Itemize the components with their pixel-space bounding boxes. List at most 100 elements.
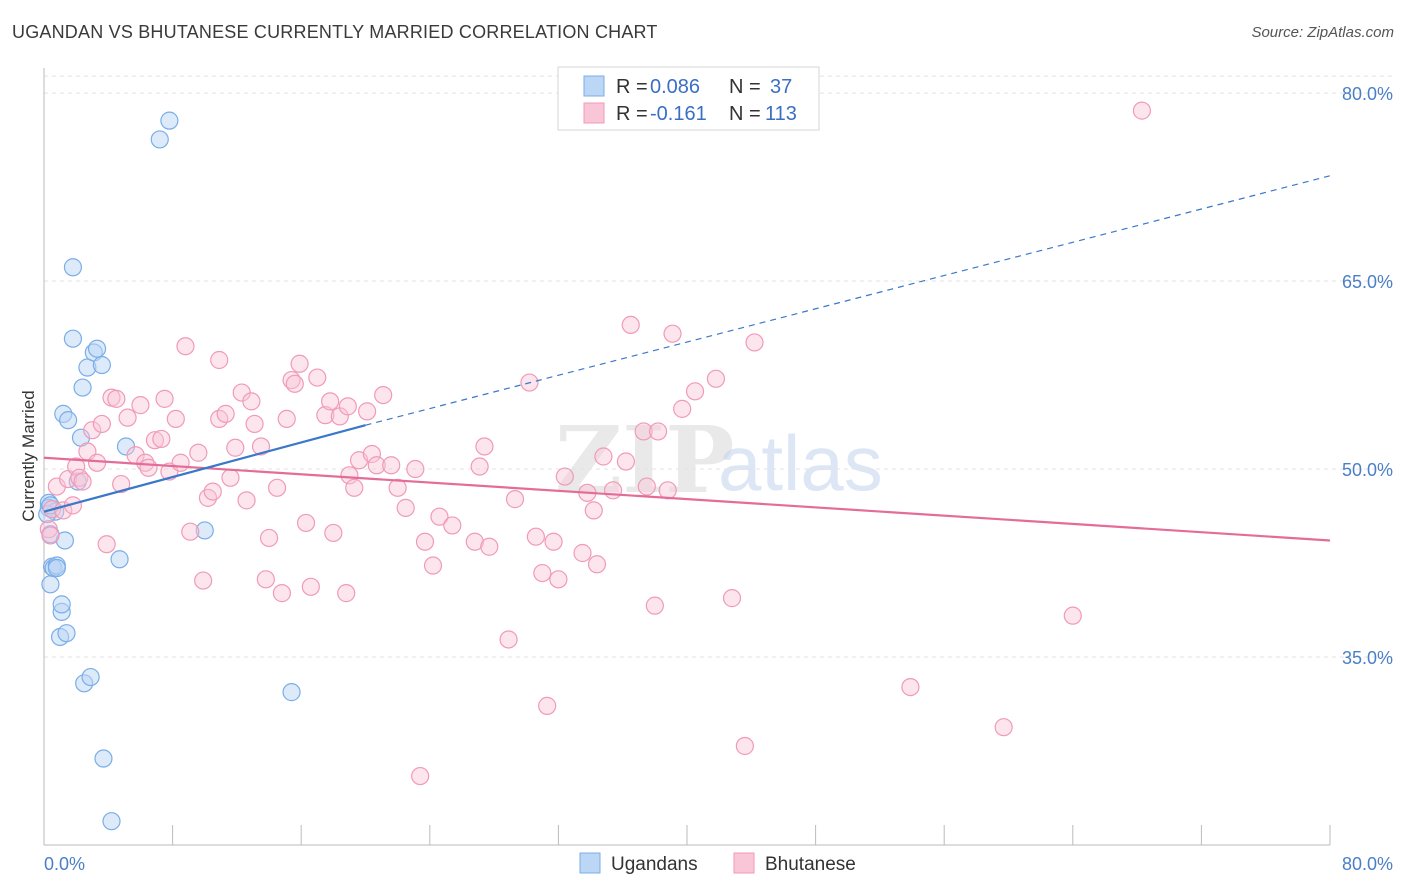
bhutanese-point [87, 453, 107, 472]
bhutanese-point [584, 501, 603, 520]
bhutanese-point [475, 437, 494, 456]
gridlines: 35.0% 50.0% 65.0% 80.0% [44, 75, 1393, 668]
ugandans-point [282, 683, 301, 702]
bhutanese-point [658, 481, 677, 500]
bhutanese-point [155, 389, 174, 408]
bhutanese-point [745, 333, 764, 352]
legend-swatch-ugandans [583, 75, 605, 97]
ugandans-point [195, 521, 214, 540]
bhutanese-point [616, 452, 636, 471]
bhutanese-point [321, 392, 340, 411]
bhutanese-point [301, 577, 320, 596]
bhutanese-point [226, 438, 245, 457]
bhutanese-point [259, 528, 279, 548]
bhutanese-point [277, 409, 296, 429]
bhutanese-point [210, 350, 229, 370]
bhutanese-point [533, 563, 552, 583]
bhutanese-point [107, 389, 126, 408]
bhutanese-point [663, 324, 682, 343]
bhutanese-point [367, 456, 386, 475]
bhutanese-point [526, 527, 545, 546]
bhutanese-point [673, 399, 692, 418]
legend-n-label-2: N = [729, 103, 761, 125]
bhutanese-point [145, 431, 165, 450]
bhutanese-point [73, 472, 92, 491]
bhutanese-point [415, 532, 435, 551]
bhutanese-point [41, 526, 60, 545]
bhutanese-point [245, 414, 264, 434]
series-legend-swatch-bhutanese [733, 852, 755, 874]
bhutanese-point [685, 382, 705, 401]
bhutanese-point [621, 315, 640, 335]
bhutanese-point [645, 596, 664, 615]
bhutanese-point [594, 447, 613, 466]
legend-swatch-bhutanese [583, 102, 605, 124]
bhutanese-trend-line [43, 456, 1331, 542]
ugandans-point [41, 575, 60, 594]
bhutanese-point [39, 520, 58, 539]
bhutanese-points [39, 101, 1152, 786]
bhutanese-point [176, 337, 195, 356]
ugandans-point [55, 531, 74, 550]
ugandans-point [52, 595, 71, 614]
axes: 0.0% 80.0% [43, 68, 1393, 874]
legend-n-label-1: N = [729, 76, 761, 98]
legend-r-label-2: R = [616, 103, 648, 125]
bhutanese-point [242, 392, 261, 411]
bhutanese-point [337, 584, 356, 603]
bhutanese-point [67, 457, 86, 476]
bhutanese-point [573, 543, 592, 563]
legend-r-value-1: 0.086 [650, 76, 700, 98]
bhutanese-point [396, 498, 415, 517]
bhutanese-point [267, 478, 287, 497]
bhutanese-point [637, 477, 656, 496]
bhutanese-point [272, 584, 292, 603]
series-legend: Ugandans Bhutanese [579, 852, 856, 875]
ugandans-trend-extension [365, 175, 1331, 426]
bhutanese-point [430, 507, 449, 526]
bhutanese-point [345, 478, 364, 497]
bhutanese-point [411, 766, 430, 786]
correlation-legend: R = 0.086 N = 37 R = -0.161 N = 113 [557, 66, 820, 131]
bhutanese-point [290, 354, 309, 373]
y-axis-label: Currently Married [19, 390, 38, 521]
bhutanese-point [735, 736, 754, 756]
x-tick-label-min: 0.0% [44, 854, 85, 874]
ugandans-point [59, 411, 78, 430]
bhutanese-point [189, 443, 208, 462]
ugandans-point [150, 130, 169, 149]
bhutanese-point [388, 478, 407, 497]
source-label: Source: ZipAtlas.com [1251, 24, 1394, 41]
x-tick-label-max: 80.0% [1342, 854, 1393, 874]
bhutanese-point [358, 402, 377, 421]
ugandans-point [57, 624, 76, 643]
bhutanese-point [549, 570, 568, 589]
bhutanese-point [443, 516, 462, 535]
bhutanese-point [374, 385, 393, 405]
y-tick-label-35: 35.0% [1342, 648, 1393, 668]
bhutanese-point [362, 444, 382, 464]
bhutanese-point [648, 422, 668, 441]
bhutanese-point [216, 404, 235, 423]
ugandans-point [87, 339, 107, 358]
bhutanese-point [221, 468, 240, 487]
ugandans-point [81, 667, 100, 687]
bhutanese-point [83, 421, 102, 440]
ugandans-point [73, 378, 92, 397]
bhutanese-point [237, 491, 256, 510]
bhutanese-point [538, 696, 557, 715]
bhutanese-point [634, 422, 653, 441]
series-legend-swatch-ugandans [579, 852, 601, 874]
bhutanese-point [587, 555, 607, 574]
bhutanese-point [338, 397, 357, 416]
series-legend-label-bhutanese: Bhutanese [765, 854, 856, 875]
legend-r-label-1: R = [616, 76, 648, 98]
bhutanese-point [603, 481, 623, 500]
legend-n-value-1: 37 [770, 76, 792, 98]
bhutanese-point [1132, 101, 1152, 120]
bhutanese-point [555, 467, 574, 486]
ugandans-point [47, 558, 66, 578]
ugandans-point [92, 355, 111, 375]
bhutanese-point [722, 589, 742, 608]
bhutanese-point [296, 513, 316, 533]
